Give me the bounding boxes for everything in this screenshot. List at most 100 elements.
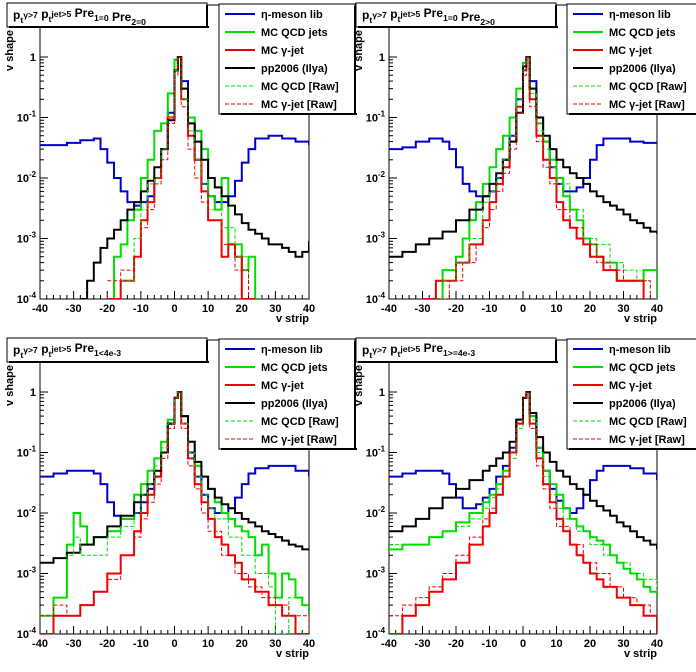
y-tick-label: 1 [30,52,36,64]
label-fragment: p [13,343,20,357]
label-fragment: t [20,15,23,25]
legend-label: pp2006 (Ilya) [261,398,328,410]
x-tick-label: -40 [381,638,397,650]
label-fragment: p [38,7,49,21]
y-axis-title: v shape [353,365,365,406]
x-axis-title: v strip [624,648,657,660]
x-tick-label: 10 [550,638,562,650]
y-tick-label: 1 [30,387,36,399]
legend-label: pp2006 (Ilya) [261,63,328,75]
label-fragment: 10 [17,629,29,641]
legend-label: MC QCD [Raw] [609,81,687,93]
series-line-4 [40,391,309,564]
y-tick-label: 10-1 [17,110,37,125]
label-fragment: jet>5 [50,9,71,19]
series-line-6 [435,56,651,299]
x-tick-label: -30 [415,638,431,650]
label-fragment: 10 [17,173,29,185]
series-line-5 [40,391,309,634]
label-fragment: Pre [71,6,94,20]
legend-label: pp2006 (Ilya) [609,398,676,410]
label-fragment: -4 [29,626,37,635]
x-tick-label: -10 [133,638,149,650]
label-fragment: t [49,14,52,24]
label-fragment: 10 [366,448,378,460]
x-tick-label: 40 [303,638,315,650]
label-fragment: 10 [366,113,378,125]
legend-label: MC QCD [Raw] [261,416,339,428]
legend-label: MC QCD [Raw] [609,416,687,428]
label-fragment: 1=0 [94,13,109,23]
label-fragment: 1 [30,52,36,64]
label-fragment: t [369,15,372,25]
label-fragment: γ>7 [23,345,38,355]
x-tick-label: 10 [550,303,562,315]
label-fragment: -1 [29,110,37,119]
series-line-6 [107,56,249,299]
title-box [355,2,557,28]
x-axis-title: v strip [276,313,309,325]
label-fragment: -2 [378,505,386,514]
label-fragment: p [362,343,369,357]
label-fragment: 1>=4e-3 [443,348,475,358]
x-tick-label: -30 [66,303,82,315]
label-fragment: 10 [17,508,29,520]
label-fragment: 10 [366,173,378,185]
y-tick-label: 10-1 [17,445,37,460]
x-tick-label: -30 [415,303,431,315]
y-tick-label: 10-3 [17,566,37,581]
x-tick-label: 0 [520,638,526,650]
label-fragment: -3 [378,231,386,240]
label-fragment: 2>0 [480,17,495,27]
label-fragment: γ>7 [372,10,387,20]
x-tick-label: 40 [651,303,663,315]
label-fragment: 10 [17,294,29,306]
x-tick-label: -20 [448,638,464,650]
chart-panel-2: -40 -30 -20 -10 0 10 20 30 4010-410-310-210-11v … [353,2,696,325]
label-fragment: p [387,7,398,21]
legend-label: MC γ-jet [261,45,304,57]
label-fragment: -4 [378,626,386,635]
x-axis-title: v strip [624,313,657,325]
x-tick-label: -10 [133,303,149,315]
x-tick-label: 10 [202,638,214,650]
label-fragment: 10 [17,113,29,125]
legend-label: MC γ-jet [Raw] [609,99,685,111]
label-fragment: 10 [366,629,378,641]
label-fragment: t [398,349,401,359]
label-fragment: Pre [458,10,481,24]
y-tick-label: 10-2 [17,170,37,185]
legend-label: η-meson lib [261,344,323,356]
label-fragment: Pre [109,10,132,24]
legend-label: MC γ-jet [261,380,304,392]
x-tick-label: 0 [171,638,177,650]
x-tick-label: -40 [381,303,397,315]
chart-title: ptγ>7 ptjet>5 Pre1=0 Pre2=0 [13,6,146,27]
x-tick-label: 0 [520,303,526,315]
y-tick-label: 10-3 [366,566,386,581]
x-tick-label: -10 [482,638,498,650]
label-fragment: -3 [378,566,386,575]
y-tick-label: 10-2 [366,170,386,185]
x-tick-label: -20 [448,303,464,315]
y-tick-label: 10-3 [17,231,37,246]
label-fragment: 10 [366,294,378,306]
label-fragment: -1 [29,445,37,454]
label-fragment: Pre [71,341,94,355]
x-tick-label: 40 [651,638,663,650]
legend-label: MC γ-jet [609,380,652,392]
y-tick-label: 10-2 [366,505,386,520]
legend-label: MC QCD [Raw] [261,81,339,93]
series-line-5 [442,56,651,282]
chart-panel-1: -40 -30 -20 -10 0 10 20 30 4010-410-310-210-11v … [4,2,357,325]
label-fragment: -3 [29,566,37,575]
legend-label: MC γ-jet [Raw] [261,434,337,446]
legend-label: MC QCD jets [609,27,676,39]
label-fragment: t [49,349,52,359]
label-fragment: 10 [366,508,378,520]
y-axis-title: v shape [353,30,365,71]
chart-panel-4: -40 -30 -20 -10 0 10 20 30 4010-410-310-210-11v … [353,337,696,660]
label-fragment: 2=0 [131,17,146,27]
legend-label: η-meson lib [609,344,671,356]
